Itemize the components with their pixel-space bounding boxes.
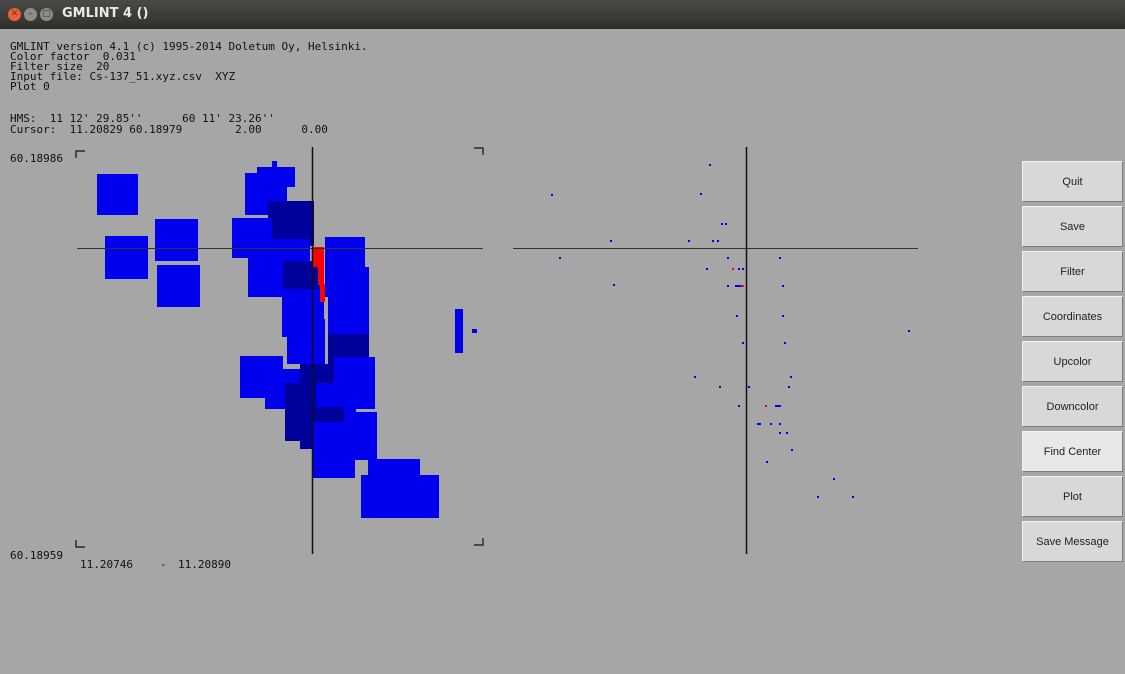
plot-window-client[interactable]: GMLINT version 4.1 (c) 1995-2014 Doletum…: [0, 29, 1125, 674]
point-marker: [742, 342, 744, 344]
map-cell-hot: [312, 247, 324, 267]
point-marker: [790, 376, 792, 378]
plot-frame-brackets: [75, 147, 484, 548]
map-cell: [455, 309, 463, 353]
close-window-icon[interactable]: ✕: [8, 8, 21, 21]
save-message-button[interactable]: Save Message: [1022, 521, 1123, 562]
point-marker: [748, 386, 750, 388]
save-button[interactable]: Save: [1022, 206, 1123, 247]
point-marker: [613, 284, 615, 286]
info-plot-number: Plot 0: [10, 80, 50, 93]
maximize-window-icon[interactable]: □: [40, 8, 53, 21]
map-cell: [361, 475, 439, 518]
measurement-points-hot: [732, 268, 767, 407]
map-cell: [328, 267, 369, 335]
filter-button[interactable]: Filter: [1022, 251, 1123, 292]
map-cell: [155, 219, 198, 261]
map-cell: [472, 329, 477, 333]
point-marker: [559, 257, 561, 259]
y-axis-top-label: 60.18986: [10, 152, 63, 165]
point-marker-hot: [765, 405, 767, 407]
info-filter-size: Filter size 20: [10, 60, 110, 73]
measurement-points: [551, 164, 910, 498]
point-marker: [742, 268, 744, 270]
command-button-panel: Quit Save Filter Coordinates Upcolor Dow…: [1022, 161, 1125, 566]
y-axis-bottom-label: 60.18959: [10, 549, 63, 562]
x-axis-left-label: 11.20746: [80, 558, 133, 571]
point-marker: [725, 223, 727, 225]
point-marker: [788, 386, 790, 388]
point-marker: [908, 330, 910, 332]
info-color-factor: Color factor 0.031: [10, 50, 136, 63]
point-marker: [782, 285, 784, 287]
info-input-file: Input file: Cs-137_51.xyz.csv XYZ: [10, 70, 236, 83]
point-marker: [717, 240, 719, 242]
point-marker: [779, 257, 781, 259]
point-marker: [712, 240, 714, 242]
point-marker: [727, 257, 729, 259]
map-cell: [157, 265, 200, 307]
point-marker: [706, 268, 708, 270]
point-marker: [709, 164, 711, 166]
x-axis-right-label: 11.20890: [178, 558, 231, 571]
right-crosshair: [513, 147, 918, 554]
map-cell: [272, 161, 277, 167]
downcolor-button[interactable]: Downcolor: [1022, 386, 1123, 427]
point-marker: [766, 461, 768, 463]
window-title: GMLINT 4 (): [62, 6, 149, 21]
map-cell-hot: [320, 284, 325, 302]
plot-canvas[interactable]: [0, 29, 1020, 674]
window-titlebar[interactable]: ✕ – □ GMLINT 4 (): [0, 0, 1125, 29]
point-marker: [719, 386, 721, 388]
cursor-readout: Cursor: 11.20829 60.18979 2.00 0.00: [10, 123, 328, 136]
point-marker: [735, 285, 741, 287]
point-marker: [779, 423, 781, 425]
point-marker: [852, 496, 854, 498]
coordinates-button[interactable]: Coordinates: [1022, 296, 1123, 337]
map-cell: [105, 236, 148, 279]
quit-button[interactable]: Quit: [1022, 161, 1123, 202]
point-marker-hot: [732, 268, 734, 270]
point-marker: [770, 423, 772, 425]
map-cell: [97, 174, 138, 215]
point-marker: [694, 376, 696, 378]
point-marker: [721, 223, 723, 225]
x-axis-separator: -: [160, 558, 167, 571]
point-marker: [700, 193, 702, 195]
plot-button[interactable]: Plot: [1022, 476, 1123, 517]
map-cell: [287, 319, 325, 364]
point-marker: [782, 315, 784, 317]
info-copyright: GMLINT version 4.1 (c) 1995-2014 Doletum…: [10, 40, 368, 53]
point-marker: [775, 405, 781, 407]
map-cell: [257, 167, 295, 187]
point-marker: [791, 449, 793, 451]
point-marker: [551, 194, 553, 196]
point-marker: [688, 240, 690, 242]
left-crosshair: [77, 147, 483, 554]
point-marker: [779, 432, 781, 434]
map-cell: [345, 412, 377, 460]
point-marker: [610, 240, 612, 242]
map-cell-hot: [318, 265, 324, 285]
point-marker: [727, 285, 729, 287]
find-center-button[interactable]: Find Center: [1022, 431, 1123, 472]
point-marker: [784, 342, 786, 344]
point-marker: [817, 496, 819, 498]
map-cell: [334, 357, 375, 409]
upcolor-button[interactable]: Upcolor: [1022, 341, 1123, 382]
point-marker: [757, 423, 761, 425]
hms-readout: HMS: 11 12' 29.85'' 60 11' 23.26'': [10, 112, 275, 125]
map-cell: [268, 201, 314, 246]
point-marker: [738, 268, 740, 270]
point-marker: [738, 405, 740, 407]
minimize-window-icon[interactable]: –: [24, 8, 37, 21]
point-marker-hot: [741, 285, 744, 287]
map-cell: [248, 257, 288, 297]
point-marker: [786, 432, 788, 434]
density-map: [97, 161, 477, 518]
point-marker: [833, 478, 835, 480]
point-marker: [736, 315, 738, 317]
